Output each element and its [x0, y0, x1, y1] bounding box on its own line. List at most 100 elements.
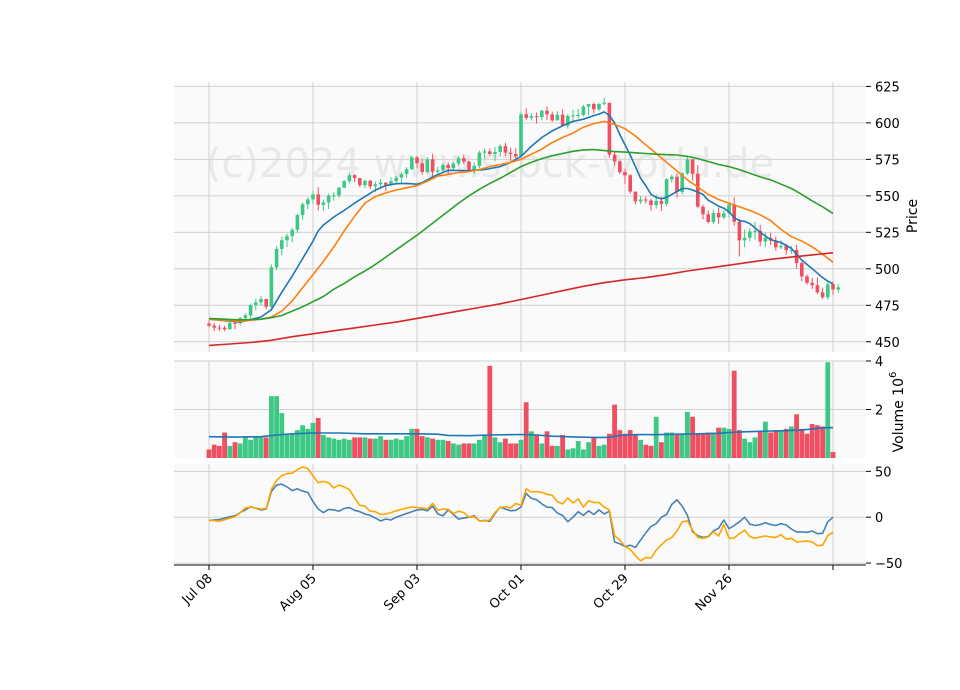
volume-bar	[768, 432, 773, 458]
candle-body	[389, 181, 393, 185]
volume-bar	[295, 430, 300, 458]
volume-bar	[279, 413, 285, 458]
volume-bar	[466, 443, 472, 458]
volume-bar	[534, 434, 539, 458]
volume-bar	[742, 438, 747, 458]
candle-body	[248, 305, 253, 316]
volume-bar	[638, 439, 643, 458]
candle-body	[831, 284, 835, 290]
volume-bar	[518, 439, 524, 458]
candle-body	[742, 237, 747, 241]
volume-bar	[711, 432, 716, 458]
volume-bar	[825, 362, 831, 458]
volume-bar	[357, 437, 363, 458]
candle-body	[722, 213, 726, 218]
candle-body	[555, 114, 560, 121]
candle-body	[524, 114, 528, 118]
volume-bar	[487, 365, 493, 458]
volume-bar	[503, 438, 508, 458]
volume-bar	[461, 443, 467, 458]
candle-body	[649, 200, 653, 206]
candle-body	[503, 146, 508, 153]
candle-body	[550, 114, 554, 121]
candle-body	[467, 161, 471, 171]
volume-bar	[284, 434, 290, 458]
candle-body	[612, 154, 617, 162]
candle-body	[363, 180, 367, 186]
volume-bar	[794, 414, 799, 458]
volume-bar	[659, 442, 664, 458]
candle-body	[321, 202, 326, 205]
volume-bar	[820, 426, 825, 458]
candle-body	[446, 164, 450, 169]
candle-body	[212, 325, 216, 328]
volume-bar	[731, 370, 737, 458]
volume-bar	[445, 441, 451, 458]
candle-body	[316, 194, 320, 205]
candle-body	[508, 152, 513, 154]
candle-body	[675, 176, 679, 193]
candle-body	[233, 322, 237, 324]
candle-body	[607, 102, 612, 155]
candle-body	[758, 230, 762, 242]
candle-body	[706, 214, 710, 222]
volume-ytick-label: 2	[875, 404, 883, 419]
volume-bar	[471, 443, 477, 458]
x-tick-label: Nov 26	[693, 571, 736, 614]
candle-body	[540, 110, 544, 118]
candle-body	[300, 204, 305, 216]
candle-body	[659, 200, 664, 204]
volume-bar	[440, 439, 446, 458]
candle-body	[451, 163, 456, 169]
volume-bar	[274, 396, 279, 458]
volume-bar	[388, 439, 394, 458]
candle-body	[430, 159, 435, 172]
volume-bar	[331, 438, 337, 458]
volume-bar	[747, 442, 753, 458]
volume-bar	[612, 404, 617, 458]
volume-bar	[560, 434, 565, 458]
volume-bar	[799, 428, 805, 458]
volume-bar	[648, 445, 654, 458]
candle-body	[727, 204, 731, 214]
x-tick-label: Jul 08	[179, 571, 216, 608]
volume-bar	[752, 437, 758, 458]
candle-body	[498, 146, 502, 152]
candle-body	[545, 110, 549, 115]
volume-bar	[809, 424, 815, 458]
price-ytick-label: 550	[875, 190, 900, 205]
volume-bar	[227, 445, 233, 458]
volume-bar	[622, 433, 628, 458]
candle-body	[384, 182, 388, 185]
volume-bar	[830, 451, 836, 458]
volume-bar	[383, 439, 389, 458]
volume-bar	[544, 431, 550, 458]
candle-body	[534, 116, 539, 118]
candle-body	[259, 299, 263, 303]
candle-body	[415, 157, 419, 164]
candle-body	[836, 287, 840, 290]
candle-body	[529, 116, 534, 118]
volume-bar	[305, 428, 311, 458]
candle-body	[826, 284, 830, 298]
x-tick-label: Aug 05	[277, 571, 320, 614]
volume-bar	[757, 431, 763, 458]
volume-bar	[206, 449, 212, 458]
candle-body	[690, 159, 695, 174]
candle-body	[623, 172, 627, 176]
candle-body	[701, 206, 705, 215]
candle-body	[566, 116, 570, 126]
volume-bar	[669, 432, 675, 458]
candle-body	[425, 159, 430, 173]
candle-body	[290, 229, 294, 237]
volume-bar	[523, 402, 529, 458]
x-tick-label: Oct 29	[591, 571, 632, 612]
volume-bar	[726, 428, 732, 458]
candle-body	[456, 158, 461, 164]
volume-bar	[737, 430, 742, 458]
volume-bar	[211, 444, 217, 458]
candle-body	[592, 104, 596, 110]
candle-body	[337, 187, 341, 196]
volume-bar	[607, 433, 612, 458]
